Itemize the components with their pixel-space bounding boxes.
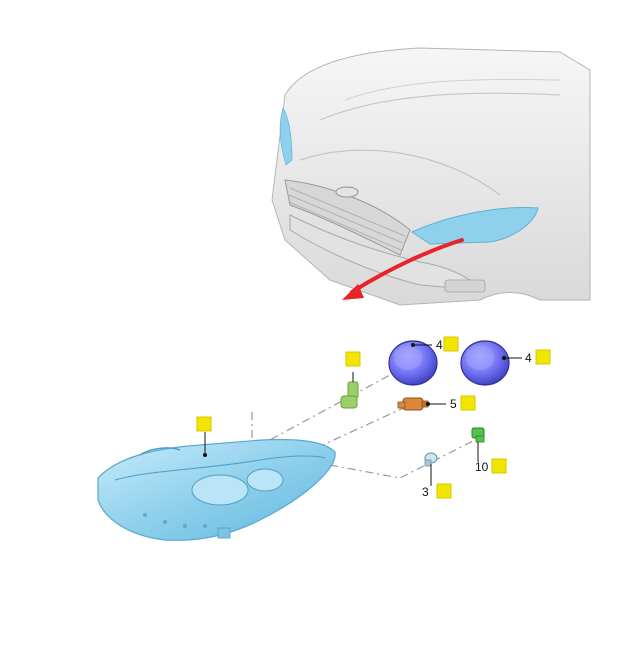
marker-bulb-orange (460, 395, 476, 411)
callout-label-cover-left: 4 (436, 338, 443, 352)
callout-label-bulb-small: 3 (422, 485, 429, 499)
part-markers (196, 336, 551, 499)
marker-headlamp (196, 416, 212, 432)
leader-lines (251, 374, 476, 479)
marker-cover-left (443, 336, 459, 352)
bulb-green (471, 427, 485, 462)
dust-cover-left (388, 340, 438, 386)
bulb-small (424, 452, 438, 486)
callout-leaders (203, 343, 522, 457)
marker-bulb-small (436, 483, 452, 499)
dust-cover-right (460, 340, 510, 386)
marker-cover-right (535, 349, 551, 365)
bulb-socket-green (340, 372, 359, 409)
headlamp-assembly (97, 438, 336, 541)
callout-label-cover-right: 4 (525, 351, 532, 365)
bulb-orange (397, 397, 429, 411)
marker-bulb-socket (345, 351, 361, 367)
car-front-illustration (271, 47, 591, 306)
marker-bulb-green (491, 458, 507, 474)
callout-label-bulb-orange: 5 (450, 397, 457, 411)
callout-label-bulb-green: 10 (475, 460, 489, 474)
